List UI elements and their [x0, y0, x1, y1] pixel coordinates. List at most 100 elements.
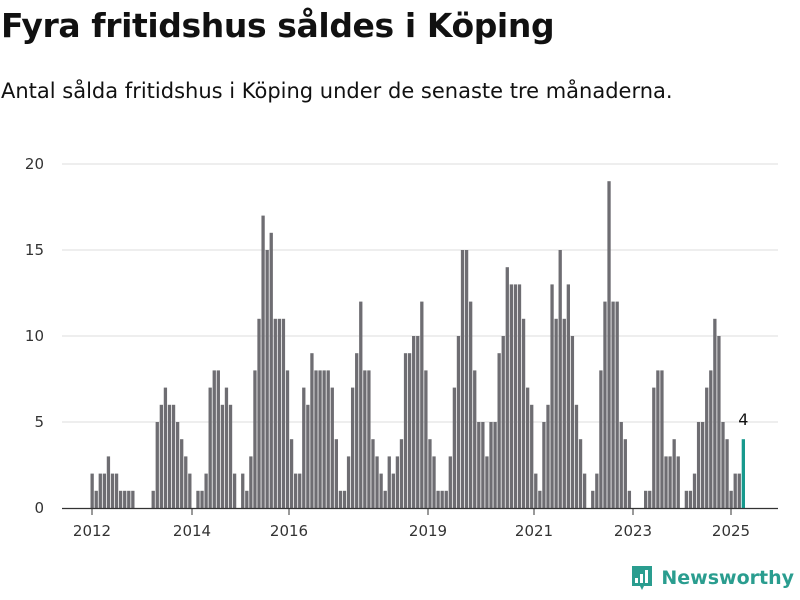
gridlines — [62, 163, 778, 423]
bar — [98, 473, 102, 508]
bar — [118, 490, 123, 508]
bar — [477, 422, 481, 508]
brand-name: Newsworthy — [661, 567, 794, 589]
bar — [721, 422, 725, 508]
bar — [688, 490, 693, 508]
bar — [493, 422, 497, 508]
bar — [171, 404, 176, 508]
bar — [110, 473, 115, 508]
y-tick-label: 0 — [34, 499, 44, 517]
y-tick-label: 20 — [25, 155, 44, 173]
bar — [619, 422, 623, 508]
bar — [611, 301, 615, 508]
bar — [310, 353, 314, 508]
bar — [228, 404, 233, 508]
bar — [261, 215, 265, 508]
bar — [180, 439, 184, 508]
bar — [525, 387, 530, 508]
x-tick-label: 2014 — [173, 522, 211, 540]
bar — [501, 336, 505, 508]
bar — [660, 370, 664, 508]
highlight-value-label: 4 — [738, 410, 748, 429]
bar — [224, 387, 229, 508]
bar — [705, 387, 709, 508]
bar — [216, 370, 220, 508]
bar — [131, 490, 135, 508]
bar — [387, 456, 391, 508]
bar — [668, 456, 672, 508]
bar — [517, 284, 522, 508]
bar — [481, 422, 485, 508]
bars — [90, 181, 745, 509]
bar — [232, 473, 237, 508]
bar — [200, 490, 204, 508]
bar — [196, 490, 200, 508]
bar — [151, 490, 155, 508]
bar — [285, 370, 290, 508]
bar — [322, 370, 326, 508]
bar — [265, 250, 269, 508]
bar — [530, 404, 534, 508]
bar — [269, 232, 273, 509]
bar — [627, 490, 632, 508]
bar — [424, 370, 428, 508]
bar — [155, 422, 159, 508]
bar — [485, 456, 489, 508]
bar — [106, 456, 111, 508]
bar — [469, 301, 473, 508]
bar — [546, 404, 550, 508]
bar — [114, 473, 119, 508]
bar — [188, 473, 192, 508]
bar — [603, 301, 607, 508]
y-tick-label: 10 — [25, 327, 44, 345]
chart-title: Fyra fritidshus såldes i Köping — [1, 6, 555, 45]
bar — [599, 370, 603, 508]
bar — [452, 387, 457, 508]
bar — [371, 439, 375, 508]
bar — [574, 404, 579, 508]
bar — [359, 301, 363, 508]
chart-subtitle: Antal sålda fritidshus i Köping under de… — [1, 79, 673, 103]
bar — [595, 473, 599, 508]
bar — [554, 318, 558, 508]
bar — [123, 490, 127, 508]
newsworthy-brand[interactable]: Newsworthy — [630, 564, 794, 592]
x-tick-label: 2025 — [712, 522, 750, 540]
bar — [257, 318, 261, 508]
bar — [570, 336, 575, 508]
bar — [615, 301, 619, 508]
bar — [241, 473, 245, 508]
bar — [672, 439, 676, 508]
bar — [326, 370, 330, 508]
bar — [294, 473, 298, 508]
bar — [412, 336, 416, 508]
newsworthy-logo-icon — [632, 566, 653, 590]
bar — [403, 353, 408, 508]
bar — [464, 250, 469, 508]
bar — [314, 370, 318, 508]
bar — [538, 490, 542, 508]
bar — [330, 387, 334, 508]
bar — [440, 490, 444, 508]
bar — [391, 473, 395, 508]
x-tick-label: 2016 — [270, 522, 308, 540]
bar — [436, 490, 440, 508]
bar — [306, 404, 310, 508]
bar — [94, 490, 98, 508]
bar — [644, 490, 648, 508]
bar — [363, 370, 367, 508]
bar — [428, 439, 432, 508]
bar — [367, 370, 371, 508]
bar — [664, 456, 668, 508]
bar — [709, 370, 713, 508]
bar — [163, 387, 168, 508]
bar — [473, 370, 477, 508]
bar — [729, 490, 733, 508]
bar — [175, 422, 180, 508]
bar — [623, 439, 627, 508]
bar — [696, 422, 701, 508]
bar — [399, 439, 404, 508]
bar — [159, 404, 163, 508]
bar — [355, 353, 359, 508]
bar — [521, 318, 526, 508]
